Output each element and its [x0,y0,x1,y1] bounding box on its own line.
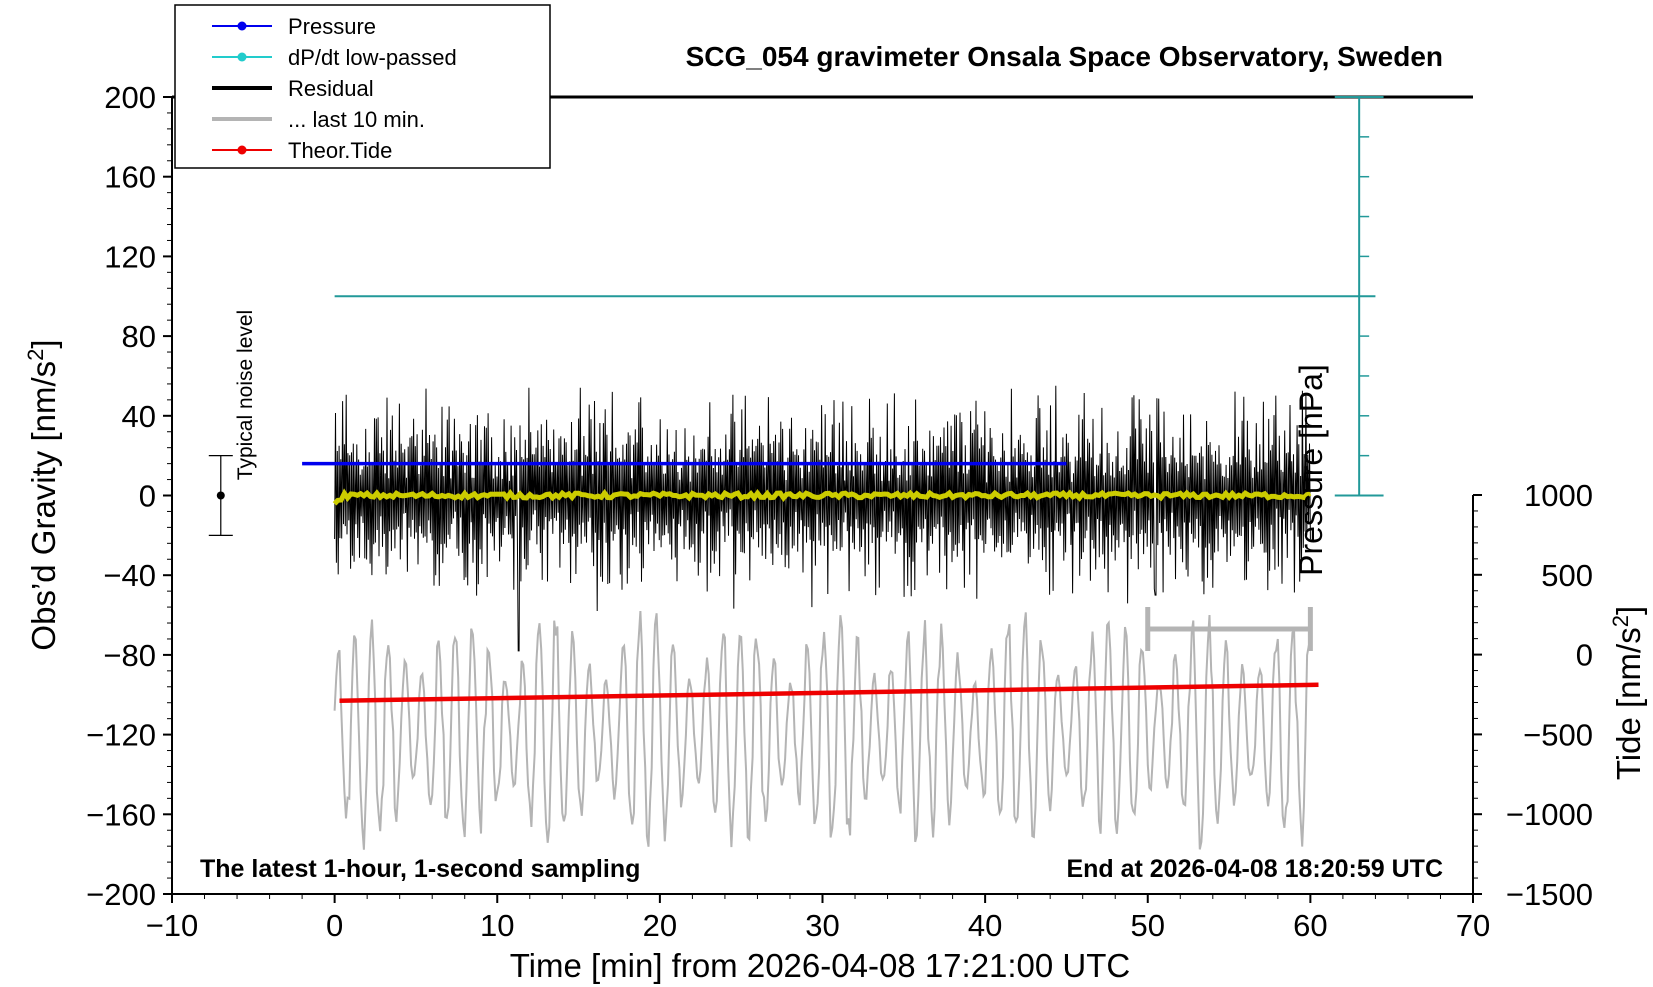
x-tick-label: 60 [1293,908,1327,943]
legend-marker [237,21,247,31]
x-tick-label: 50 [1131,908,1165,943]
y-axis-label: Obs’d Gravity [nm/s2] [23,339,62,650]
legend-label: Theor.Tide [288,138,392,163]
x-tick-label: 40 [968,908,1002,943]
legend-label: Residual [288,76,374,101]
legend-marker [237,52,247,62]
y-tick-label: 160 [104,160,156,195]
series-last10-line [333,610,1312,850]
y2-tick-label: −500 [1523,717,1593,752]
x-tick-label: 10 [480,908,514,943]
legend-label: Pressure [288,14,376,39]
chart-subtitle-left: The latest 1-hour, 1-second sampling [200,855,640,883]
series-residual-lowpass-line [332,488,1312,506]
y-axis-label-end: ] [25,339,62,348]
y2-tick-label: −1000 [1506,797,1593,832]
y-tick-label: 200 [104,80,156,115]
y2-axis-label-end: ] [1610,606,1647,615]
y-tick-label: 0 [139,479,156,514]
y2-tick-label: 0 [1576,638,1593,673]
y-tick-label: −160 [86,797,156,832]
y2-axis-label-text: Tide [nm/s [1610,627,1647,780]
series-residual-line [334,385,1311,652]
x-tick-label: 70 [1456,908,1490,943]
x-axis-label: Time [min] from 2026-04-08 17:21:00 UTC [510,947,1131,984]
plot-data-layer [208,295,1376,850]
y2-tick-label: 1000 [1524,478,1593,513]
y2-tick-label: 500 [1541,558,1593,593]
y-tick-label: −80 [103,638,156,673]
y2-axis-label-sup: 2 [1608,615,1633,627]
y-tick-label: 80 [122,319,156,354]
y-tick-label: −200 [86,877,156,912]
y-axis-label-sup: 2 [23,349,48,361]
legend: Pressure dP/dt low-passed Residual ... last… [174,4,551,169]
legend-label: dP/dt low-passed [288,45,457,70]
x-tick-label: 30 [805,908,839,943]
y-tick-label: −120 [86,718,156,753]
legend-marker [237,145,247,155]
noise-level-dot [216,491,225,500]
y2-tick-label: −1500 [1506,877,1593,912]
y-tick-label: 120 [104,239,156,274]
pressure-axis-label: Pressure [hPa] [1293,364,1329,576]
series-tide-line [339,682,1319,703]
x-tick-label: 20 [643,908,677,943]
y-axis-label-text: Obs’d Gravity [nm/s [25,361,62,651]
y2-axis-label: Tide [nm/s2] [1608,606,1647,780]
noise-level-label: Typical noise level [234,310,257,480]
x-tick-label: 0 [326,908,343,943]
y-tick-label: 40 [122,399,156,434]
y-tick-label: −40 [103,558,156,593]
x-tick-label: −10 [146,908,199,943]
chart-title: SCG_054 gravimeter Onsala Space Observat… [686,41,1443,72]
chart-subtitle-right: End at 2026-04-08 18:20:59 UTC [1066,855,1443,883]
legend-label: ... last 10 min. [288,107,425,132]
